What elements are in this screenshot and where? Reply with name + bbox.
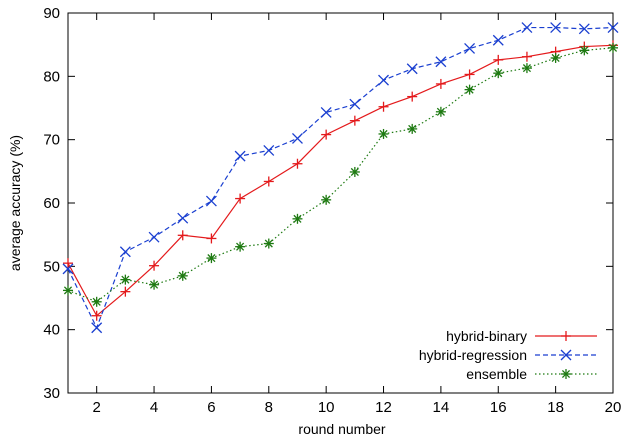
x-tick-label: 8: [265, 399, 273, 416]
legend-marker: [561, 331, 571, 341]
legend-entry: ensemble: [466, 366, 597, 382]
data-point: [435, 106, 446, 117]
data-point: [235, 193, 246, 204]
data-point: [521, 22, 533, 34]
data-point: [263, 176, 274, 187]
x-tick-label: 16: [490, 399, 507, 416]
data-point: [349, 115, 360, 126]
data-point: [550, 52, 561, 63]
data-point: [91, 322, 103, 334]
data-point: [464, 43, 476, 54]
data-point: [378, 101, 389, 112]
data-point: [492, 34, 504, 46]
data-point: [292, 132, 303, 144]
data-point: [235, 241, 246, 252]
data-point: [550, 22, 562, 34]
data-point: [608, 42, 618, 53]
data-point: [607, 22, 619, 34]
x-tick-label: 20: [605, 399, 622, 416]
data-point: [149, 260, 160, 271]
data-point: [120, 274, 131, 285]
data-point: [177, 230, 188, 241]
data-point: [234, 150, 246, 162]
y-tick-label: 40: [43, 322, 60, 339]
x-tick-label: 10: [318, 399, 335, 416]
data-point: [435, 78, 446, 89]
data-point: [149, 279, 160, 290]
y-tick-label: 70: [43, 132, 60, 149]
data-point: [407, 91, 418, 102]
data-point: [292, 213, 303, 224]
data-point: [263, 144, 275, 156]
data-point: [91, 296, 102, 307]
y-tick-label: 50: [43, 258, 60, 275]
data-point: [263, 238, 274, 249]
series-line: [67, 44, 614, 317]
series-ensemble: [63, 42, 618, 307]
series-line: [67, 47, 614, 303]
data-point: [63, 258, 73, 269]
data-point: [320, 106, 332, 118]
data-point: [464, 84, 475, 95]
data-point: [120, 286, 131, 297]
data-point: [177, 212, 189, 224]
data-point: [579, 45, 590, 56]
data-point: [63, 285, 73, 296]
data-point: [578, 23, 590, 35]
data-point: [406, 63, 418, 75]
plot-frame: [67, 12, 614, 394]
data-point: [206, 233, 217, 244]
x-tick-label: 14: [433, 399, 450, 416]
legend-marker: [560, 349, 572, 361]
data-point: [321, 194, 332, 205]
data-point: [91, 310, 102, 321]
series-group: [62, 22, 619, 334]
legend-entry: hybrid-regression: [419, 347, 597, 363]
data-point: [349, 166, 360, 177]
legend-label: hybrid-regression: [419, 347, 527, 363]
data-point: [493, 54, 504, 65]
data-point: [206, 253, 217, 264]
y-axis-label: average accuracy (%): [7, 135, 23, 271]
series-hybrid-regression: [62, 22, 619, 334]
data-point: [349, 98, 361, 110]
x-tick-label: 12: [375, 399, 392, 416]
data-point: [378, 128, 389, 139]
x-axis-label: round number: [298, 421, 386, 437]
legend-marker: [561, 369, 571, 379]
data-point: [521, 63, 532, 74]
x-tick-label: 18: [547, 399, 564, 416]
legend-entry: hybrid-binary: [446, 328, 597, 344]
data-point: [521, 51, 532, 62]
data-point: [148, 231, 160, 243]
y-tick-label: 80: [43, 68, 60, 85]
data-point: [62, 263, 74, 275]
data-point: [119, 246, 131, 258]
y-tick-label: 60: [43, 195, 60, 212]
y-tick-label: 90: [43, 5, 60, 22]
y-tick-label: 30: [43, 385, 60, 402]
series-hybrid-binary: [63, 40, 618, 321]
data-point: [177, 270, 188, 281]
data-point: [292, 158, 303, 169]
axes: 30 40 50 60 70 80 90 2 4 6 8 10 12 14 16 18 20: [43, 5, 621, 416]
x-tick-label: 4: [150, 399, 158, 416]
x-tick-label: 6: [207, 399, 215, 416]
legend-label: hybrid-binary: [446, 328, 527, 344]
data-point: [407, 123, 418, 134]
data-point: [464, 69, 475, 80]
x-tick-label: 2: [93, 399, 101, 416]
legend: hybrid-binary hybrid-regression ensemble: [419, 328, 597, 382]
data-point: [205, 195, 217, 207]
data-point: [321, 129, 332, 140]
data-point: [378, 74, 389, 86]
data-point: [435, 56, 447, 68]
data-point: [493, 68, 504, 79]
legend-label: ensemble: [466, 366, 527, 382]
series-line: [67, 26, 614, 330]
